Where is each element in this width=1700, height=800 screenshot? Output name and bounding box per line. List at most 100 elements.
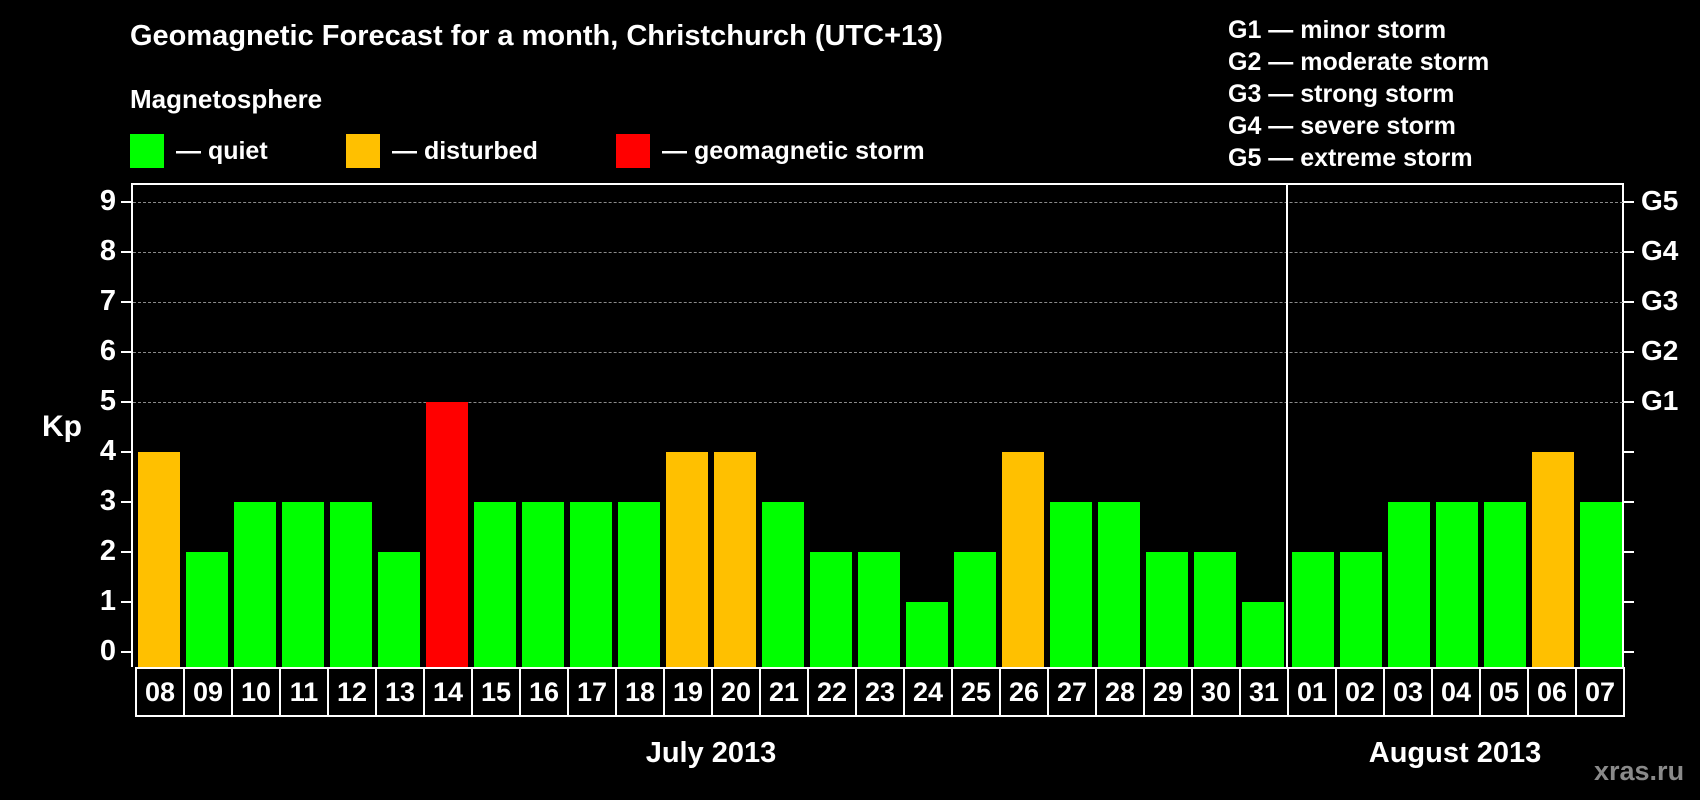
g-scale-label: G5	[1641, 185, 1679, 216]
date-cell: 05	[1481, 669, 1529, 715]
y-tick-label: 0	[99, 635, 116, 667]
y-tick-right	[1624, 601, 1634, 603]
date-cell: 26	[1001, 669, 1049, 715]
chart-title: Geomagnetic Forecast for a month, Christ…	[130, 20, 943, 52]
bar-disturbed	[1002, 452, 1044, 667]
storm-scale-g5: G5 — extreme storm	[1228, 144, 1473, 172]
y-tick-right	[1624, 651, 1634, 653]
bar-quiet	[906, 602, 948, 667]
bar-quiet	[1146, 552, 1188, 667]
bar-disturbed	[1532, 452, 1574, 667]
legend-disturbed: — disturbed	[346, 134, 538, 168]
legend-quiet-label: — quiet	[176, 136, 268, 165]
storm-scale-g4: G4 — severe storm	[1228, 112, 1456, 140]
legend-title: Magnetosphere	[130, 84, 323, 114]
bar-quiet	[474, 502, 516, 667]
date-cell: 23	[857, 669, 905, 715]
y-tick-left	[121, 401, 131, 403]
y-tick-right	[1624, 201, 1634, 203]
y-tick-right	[1624, 251, 1634, 253]
date-cell: 02	[1337, 669, 1385, 715]
y-tick-left	[121, 651, 131, 653]
date-cell: 31	[1241, 669, 1289, 715]
y-tick-label: 7	[99, 285, 116, 317]
date-cell: 21	[761, 669, 809, 715]
gridline	[133, 352, 1623, 353]
legend-storm: — geomagnetic storm	[616, 134, 925, 168]
date-cell: 10	[233, 669, 281, 715]
bar-quiet	[954, 552, 996, 667]
date-cell: 03	[1385, 669, 1433, 715]
date-cell: 16	[521, 669, 569, 715]
date-cell: 15	[473, 669, 521, 715]
date-cell: 04	[1433, 669, 1481, 715]
date-cell: 11	[281, 669, 329, 715]
bar-quiet	[282, 502, 324, 667]
bar-disturbed	[138, 452, 180, 667]
bar-quiet	[1050, 502, 1092, 667]
y-tick-label: 1	[99, 585, 116, 617]
date-cell: 13	[377, 669, 425, 715]
y-tick-right	[1624, 501, 1634, 503]
y-tick-right	[1624, 351, 1634, 353]
disturbed-swatch-icon	[346, 134, 380, 168]
y-tick-left	[121, 501, 131, 503]
bar-quiet	[810, 552, 852, 667]
date-cell: 25	[953, 669, 1001, 715]
date-cell: 09	[185, 669, 233, 715]
storm-swatch-icon	[616, 134, 650, 168]
y-tick-left	[121, 551, 131, 553]
storm-scale-g2: G2 — moderate storm	[1228, 48, 1490, 76]
g-scale-label: G4	[1641, 235, 1679, 266]
y-tick-left	[121, 451, 131, 453]
bar-quiet	[1292, 552, 1334, 667]
date-cell: 07	[1577, 669, 1625, 715]
bar-quiet	[762, 502, 804, 667]
date-cell: 18	[617, 669, 665, 715]
bar-quiet	[1580, 502, 1622, 667]
bar-quiet	[1194, 552, 1236, 667]
y-tick-left	[121, 251, 131, 253]
bar-quiet	[1340, 552, 1382, 667]
g-scale-label: G2	[1641, 335, 1679, 366]
bar-quiet	[858, 552, 900, 667]
bar-quiet	[522, 502, 564, 667]
month-label-august: August 2013	[1368, 737, 1542, 769]
y-tick-left	[121, 351, 131, 353]
y-tick-label: 3	[99, 485, 116, 517]
bar-storm	[426, 402, 468, 667]
y-tick-left	[121, 601, 131, 603]
gridline	[133, 202, 1623, 203]
date-cell: 01	[1289, 669, 1337, 715]
date-cell: 14	[425, 669, 473, 715]
gridline	[133, 252, 1623, 253]
bar-quiet	[378, 552, 420, 667]
bar-quiet	[1436, 502, 1478, 667]
bar-quiet	[1098, 502, 1140, 667]
legend-storm-label: — geomagnetic storm	[662, 136, 925, 165]
date-cell: 22	[809, 669, 857, 715]
month-label-july: July 2013	[645, 737, 777, 769]
date-cell: 20	[713, 669, 761, 715]
gridline	[133, 402, 1623, 403]
y-tick-left	[121, 301, 131, 303]
watermark: xras.ru	[1594, 756, 1685, 786]
bar-quiet	[330, 502, 372, 667]
storm-scale-g3: G3 — strong storm	[1228, 80, 1455, 108]
y-tick-right	[1624, 451, 1634, 453]
date-cell: 27	[1049, 669, 1097, 715]
gridline	[133, 302, 1623, 303]
y-axis-label: Kp	[42, 410, 82, 443]
bar-quiet	[570, 502, 612, 667]
y-tick-label: 8	[99, 235, 116, 267]
bar-quiet	[618, 502, 660, 667]
y-tick-right	[1624, 551, 1634, 553]
legend-quiet: — quiet	[130, 134, 268, 168]
g-scale-label: G1	[1641, 385, 1679, 416]
date-cell: 29	[1145, 669, 1193, 715]
bar-disturbed	[666, 452, 708, 667]
date-cell: 19	[665, 669, 713, 715]
bar-quiet	[186, 552, 228, 667]
bar-quiet	[1242, 602, 1284, 667]
bar-disturbed	[714, 452, 756, 667]
